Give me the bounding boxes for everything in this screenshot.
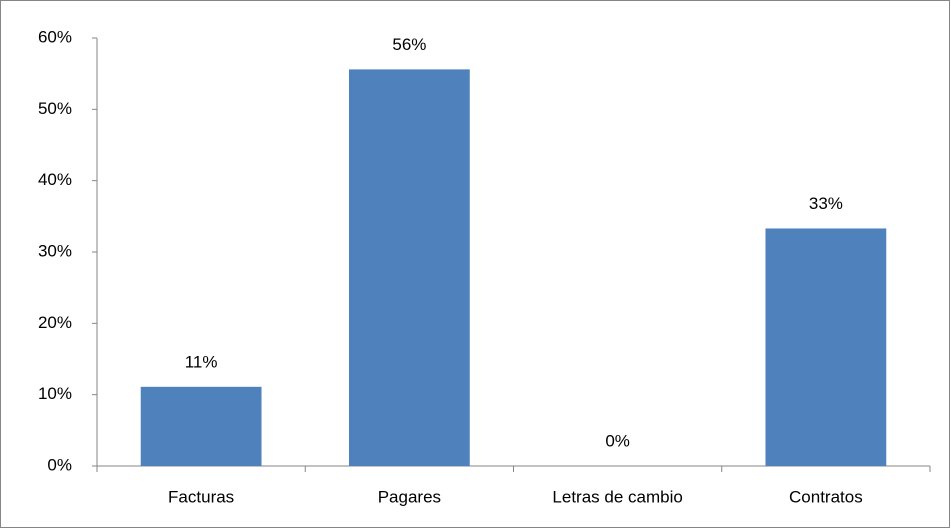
y-tick-label: 30%	[38, 241, 72, 260]
y-tick-label: 20%	[38, 313, 72, 332]
bar	[140, 386, 262, 466]
y-tick-label: 60%	[38, 27, 72, 46]
data-label: 11%	[185, 352, 218, 371]
x-tick-label: Pagares	[378, 487, 441, 506]
x-tick-label: Contratos	[789, 487, 863, 506]
y-tick-label: 40%	[38, 170, 72, 189]
bar	[765, 228, 887, 466]
data-label: 33%	[809, 194, 843, 213]
y-tick-label: 0%	[47, 455, 72, 474]
data-label: 0%	[605, 431, 630, 450]
x-tick-label: Letras de cambio	[552, 487, 682, 506]
y-tick-label: 10%	[38, 384, 72, 403]
data-label: 56%	[392, 35, 426, 54]
y-tick-label: 50%	[38, 99, 72, 118]
x-tick-label: Facturas	[168, 487, 234, 506]
bar	[348, 69, 470, 467]
